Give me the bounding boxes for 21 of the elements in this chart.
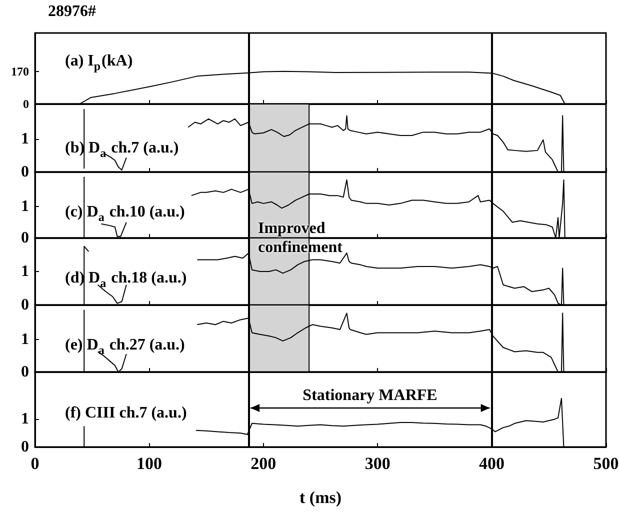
y-tick-label: 1	[21, 130, 29, 148]
y-tick-label: 0	[21, 296, 29, 314]
y-tick-label: 0	[21, 164, 29, 180]
y-tick-label: 1	[21, 410, 29, 428]
x-tick-label: 300	[364, 454, 390, 473]
y-tick-label: 0	[23, 97, 29, 111]
text: 28976#	[48, 2, 96, 21]
y-tick-label: 170	[11, 64, 29, 78]
x-tick-label: 500	[593, 454, 619, 473]
y-tick-label: 0	[21, 438, 29, 456]
x-tick-label: 200	[250, 454, 276, 473]
y-tick-label: 0	[21, 364, 29, 380]
y-tick-label: 1	[21, 330, 29, 348]
x-axis-title: t (ms)	[299, 488, 342, 507]
y-tick-label: 0	[21, 230, 29, 246]
y-tick-label: 1	[21, 263, 29, 280]
text: (f) CIII ch.7 (a.u.)	[65, 404, 187, 422]
x-tick-label: 100	[136, 454, 162, 473]
annotation: Stationary MARFE	[302, 386, 438, 405]
y-tick-label: 1	[21, 198, 29, 216]
x-tick-label: 400	[479, 454, 505, 473]
